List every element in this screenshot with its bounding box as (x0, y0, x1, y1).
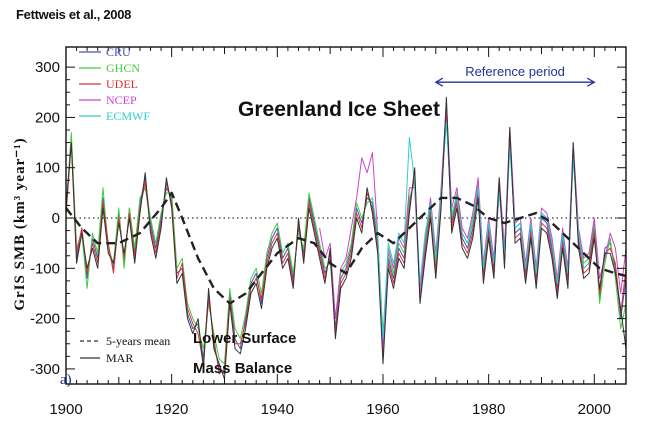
y-tick-label: 0 (52, 210, 60, 227)
plot-border (65, 46, 627, 385)
y-axis-label: GrIS SMB (km³ year⁻¹) (12, 137, 28, 310)
axis-layer: 1900 1920 1940 1960 1980 2000 300 200 100 0 -100 -2… (30, 46, 627, 418)
x-tick-label: 1960 (366, 401, 399, 418)
series-line-5-years-mean (65, 191, 627, 305)
series-layer (65, 96, 627, 380)
arrow-left-icon (434, 77, 444, 87)
plot-area (66, 47, 626, 384)
legend-label: 5-years mean (106, 334, 170, 348)
citation: Fettweis et al., 2008 (16, 7, 132, 22)
panel-label: a) (60, 372, 72, 388)
legend-top: CRU GHCN UDEL NCEP ECMWF (79, 45, 150, 123)
x-tick-label: 1900 (49, 401, 82, 418)
legend-label: MAR (106, 351, 133, 365)
y-tick-label: -100 (30, 260, 60, 277)
legend-label: UDEL (106, 77, 138, 91)
series-line-ecmwf (371, 121, 590, 340)
series-line-mar (65, 96, 627, 380)
x-tick-label: 1920 (155, 401, 188, 418)
y-tick-label: 200 (35, 109, 60, 126)
plot-frame-layer (66, 47, 626, 384)
series-line-cru (65, 106, 627, 375)
y-tick-label: -200 (30, 311, 60, 328)
legend-bottom: 5-years mean MAR (80, 334, 170, 365)
legend-label: GHCN (106, 61, 140, 75)
reference-period-label: Reference period (465, 64, 565, 79)
x-tick-label: 1980 (472, 401, 505, 418)
legend-label: CRU (106, 45, 131, 59)
annotation-lower-surface: Lower Surface (193, 330, 296, 347)
y-tick-label: 100 (35, 160, 60, 177)
x-tick-label: 1940 (261, 401, 294, 418)
reference-period-annotation: Reference period (434, 64, 596, 87)
legend-label: NCEP (106, 93, 137, 107)
legend-label: ECMWF (106, 109, 150, 123)
y-tick-label: 300 (35, 59, 60, 76)
annotation-mass-balance: Mass Balance (193, 360, 292, 377)
y-tick-label: -300 (30, 361, 60, 378)
chart-title: Greenland Ice Sheet (238, 98, 440, 121)
arrow-right-icon (586, 77, 596, 87)
x-tick-label: 2000 (578, 401, 611, 418)
